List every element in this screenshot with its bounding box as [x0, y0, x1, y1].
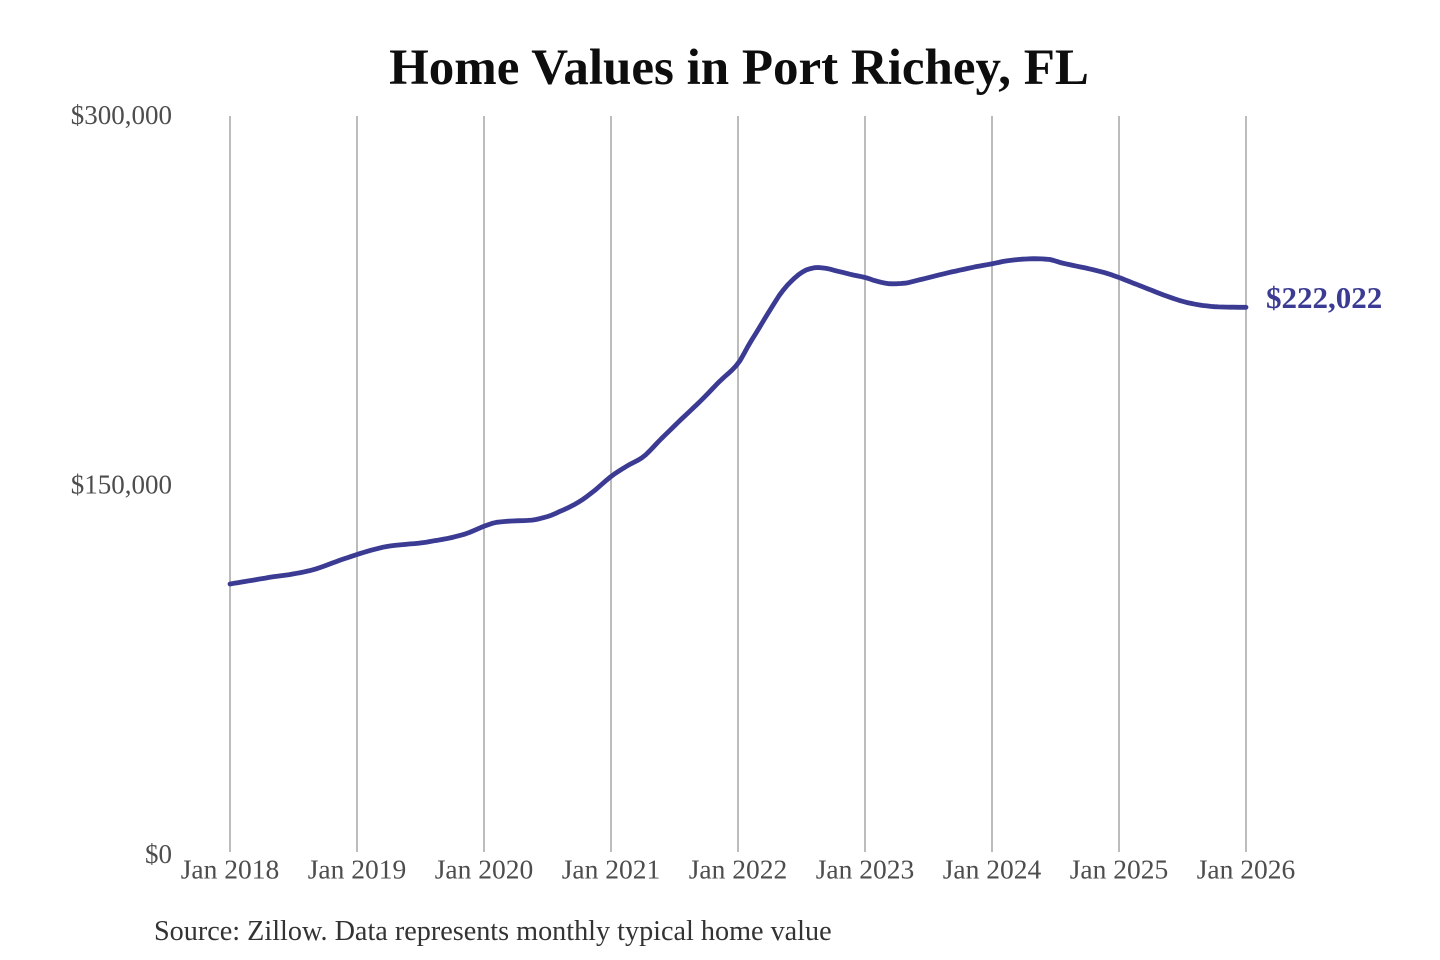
svg-text:Jan 2018: Jan 2018 — [181, 854, 280, 885]
svg-text:Jan 2019: Jan 2019 — [308, 854, 407, 885]
svg-text:$150,000: $150,000 — [71, 470, 172, 500]
svg-text:$0: $0 — [145, 839, 172, 869]
svg-text:Jan 2025: Jan 2025 — [1070, 854, 1169, 885]
svg-text:Jan 2022: Jan 2022 — [689, 854, 788, 885]
svg-text:$222,022: $222,022 — [1266, 280, 1382, 315]
svg-text:Source: Zillow. Data represent: Source: Zillow. Data represents monthly … — [154, 916, 832, 947]
svg-text:Jan 2023: Jan 2023 — [816, 854, 915, 885]
svg-text:Home Values in Port Richey, FL: Home Values in Port Richey, FL — [389, 40, 1089, 96]
svg-text:Jan 2020: Jan 2020 — [435, 854, 534, 885]
svg-text:$300,000: $300,000 — [71, 100, 172, 130]
svg-text:Jan 2026: Jan 2026 — [1197, 854, 1296, 885]
svg-text:Jan 2024: Jan 2024 — [943, 854, 1042, 885]
svg-text:Jan 2021: Jan 2021 — [562, 854, 661, 885]
